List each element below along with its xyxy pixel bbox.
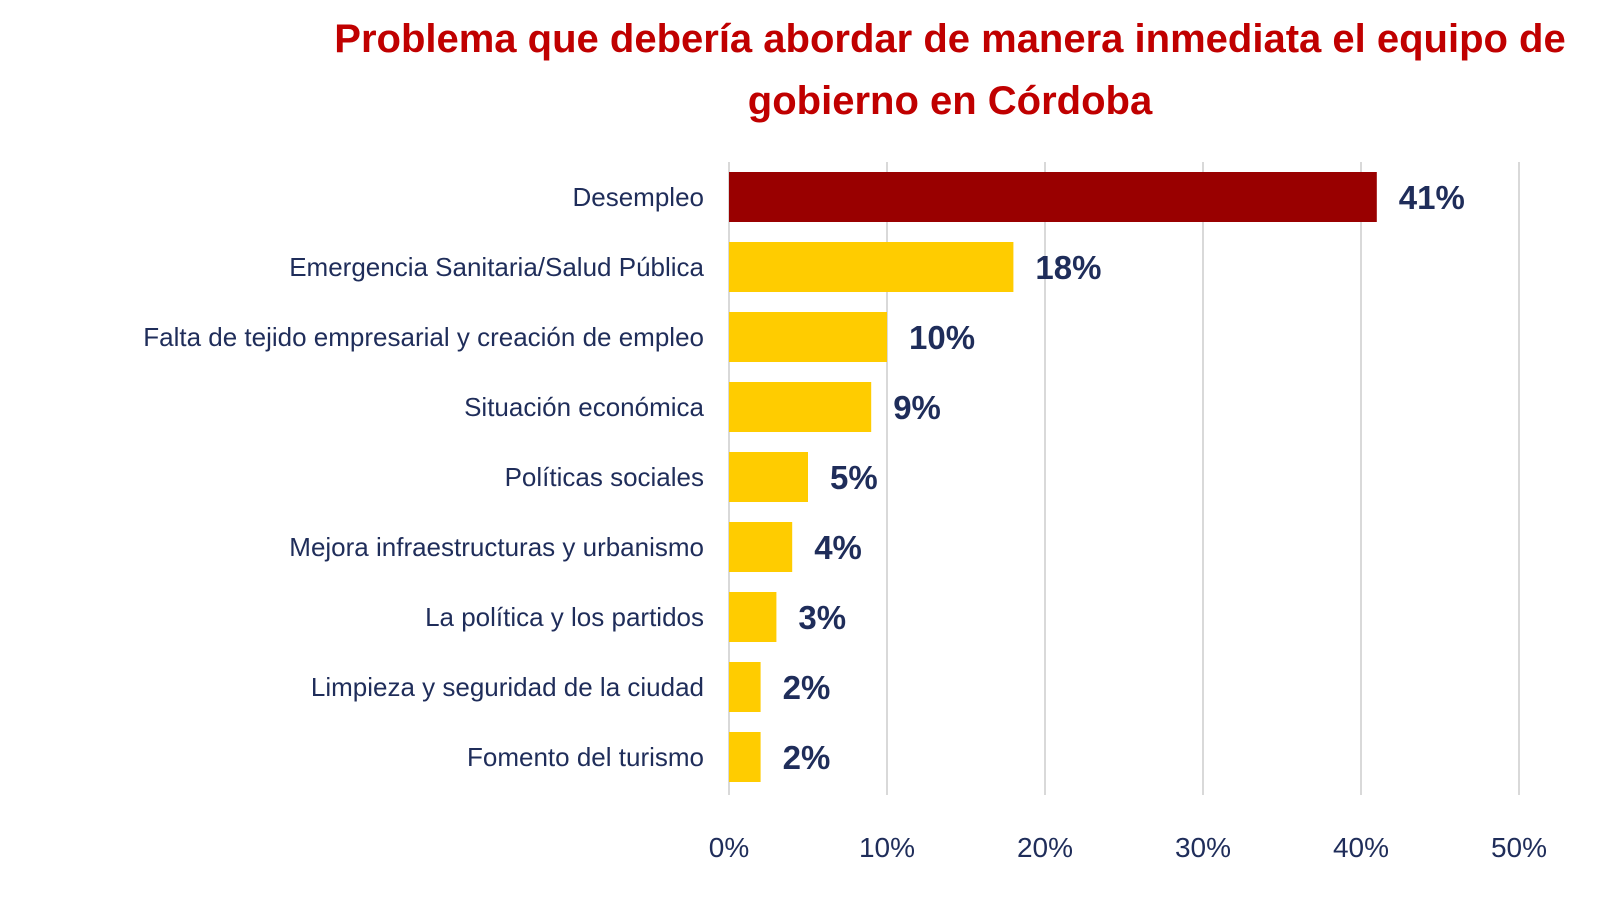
bar <box>729 242 1014 292</box>
bar <box>729 172 1377 222</box>
data-label: 18% <box>1035 249 1101 286</box>
category-label: Limpieza y seguridad de la ciudad <box>311 672 704 702</box>
bar <box>729 732 761 782</box>
bar <box>729 452 808 502</box>
category-label: Situación económica <box>464 392 704 422</box>
data-label: 41% <box>1399 179 1465 216</box>
category-label: Falta de tejido empresarial y creación d… <box>143 322 704 352</box>
category-label: Emergencia Sanitaria/Salud Pública <box>289 252 704 282</box>
category-label: Políticas sociales <box>505 462 704 492</box>
x-tick-label: 20% <box>1017 832 1073 863</box>
data-label: 2% <box>783 739 831 776</box>
category-label: Fomento del turismo <box>467 742 704 772</box>
data-label: 5% <box>830 459 878 496</box>
x-tick-label: 40% <box>1333 832 1389 863</box>
bar <box>729 522 793 572</box>
bar <box>729 382 872 432</box>
x-tick-label: 30% <box>1175 832 1231 863</box>
category-label: Desempleo <box>572 182 704 212</box>
x-tick-label: 10% <box>859 832 915 863</box>
bar <box>729 662 761 712</box>
bar <box>729 592 777 642</box>
category-label: Mejora infraestructuras y urbanismo <box>289 532 704 562</box>
x-tick-label: 0% <box>709 832 749 863</box>
x-tick-label: 50% <box>1491 832 1547 863</box>
data-label: 10% <box>909 319 975 356</box>
category-label: La política y los partidos <box>425 602 704 632</box>
chart-title: Problema que debería abordar de manera i… <box>334 17 1566 123</box>
data-label: 9% <box>893 389 941 426</box>
bar <box>729 312 887 362</box>
data-label: 3% <box>798 599 846 636</box>
data-label: 4% <box>814 529 862 566</box>
data-label: 2% <box>783 669 831 706</box>
